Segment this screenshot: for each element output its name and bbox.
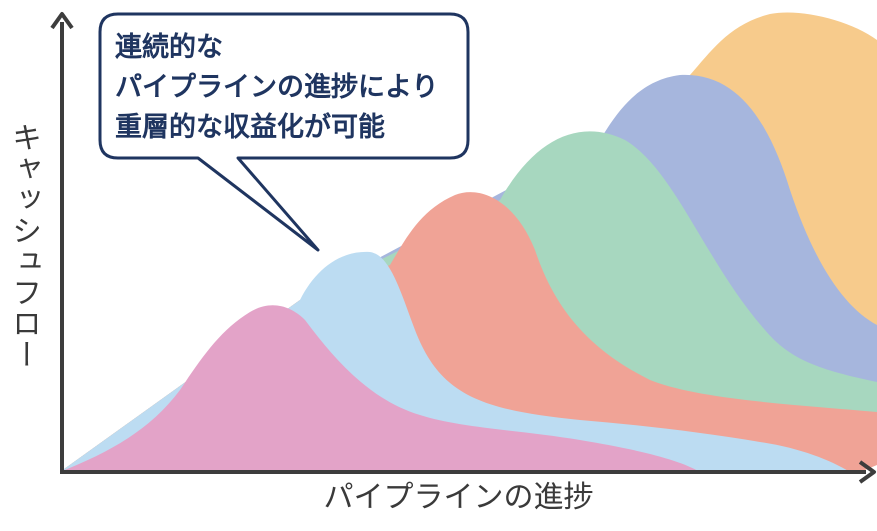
callout-line-2: パイプラインの進捗により — [115, 72, 439, 103]
layer-1-pink — [60, 305, 700, 472]
y-axis-arrow — [50, 12, 74, 30]
y-axis-label: キャッシュフロー — [6, 122, 41, 370]
x-axis-label: パイプラインの進捗 — [323, 480, 594, 515]
x-axis-arrow — [858, 460, 876, 484]
callout-bubble — [98, 12, 470, 252]
callout-line-1: 連続的な — [115, 32, 223, 63]
callout-line-3: 重層的な収益化が可能 — [115, 112, 385, 143]
callout-text: 連続的な パイプラインの進捗により 重層的な収益化が可能 — [115, 28, 455, 148]
